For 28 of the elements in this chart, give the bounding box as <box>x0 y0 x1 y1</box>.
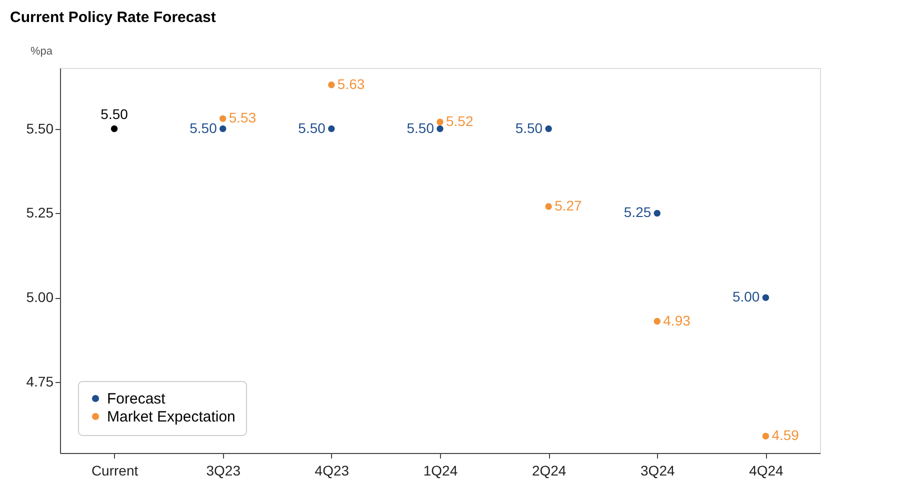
data-label: 4.93 <box>663 312 691 328</box>
data-label: 5.27 <box>554 197 582 214</box>
data-label: 5.50 <box>515 120 543 136</box>
y-tick-label: 5.50 <box>26 120 54 136</box>
x-tick-label: 4Q23 <box>314 462 350 478</box>
x-tick-label: 2Q24 <box>532 462 566 478</box>
data-label: 5.50 <box>406 120 434 136</box>
y-tick-label: 5.25 <box>26 204 54 221</box>
data-label: 5.53 <box>228 110 256 126</box>
data-label: 5.63 <box>337 76 365 92</box>
x-tick-label: 3Q24 <box>640 462 675 478</box>
data-label: 5.52 <box>446 113 474 130</box>
data-label: 5.50 <box>100 106 128 122</box>
y-axis-title: %pa <box>30 46 54 58</box>
data-label: 5.25 <box>624 204 652 220</box>
x-tick-label: 3Q23 <box>206 462 241 478</box>
data-label: 4.59 <box>772 427 800 444</box>
chart-title: Current Policy Rate Forecast <box>10 9 216 26</box>
x-tick-label: 1Q24 <box>423 462 458 478</box>
x-tick-label: 4Q24 <box>749 462 784 478</box>
legend-label: Forecast <box>107 390 166 408</box>
data-label: 5.50 <box>190 120 218 136</box>
legend-label: Market Expectation <box>107 408 236 426</box>
data-label: 5.00 <box>732 288 760 305</box>
y-tick-label: 5.00 <box>26 289 54 306</box>
data-label: 5.50 <box>298 120 326 136</box>
y-tick-label: 4.75 <box>26 374 54 390</box>
x-tick-label: Current <box>91 462 138 478</box>
